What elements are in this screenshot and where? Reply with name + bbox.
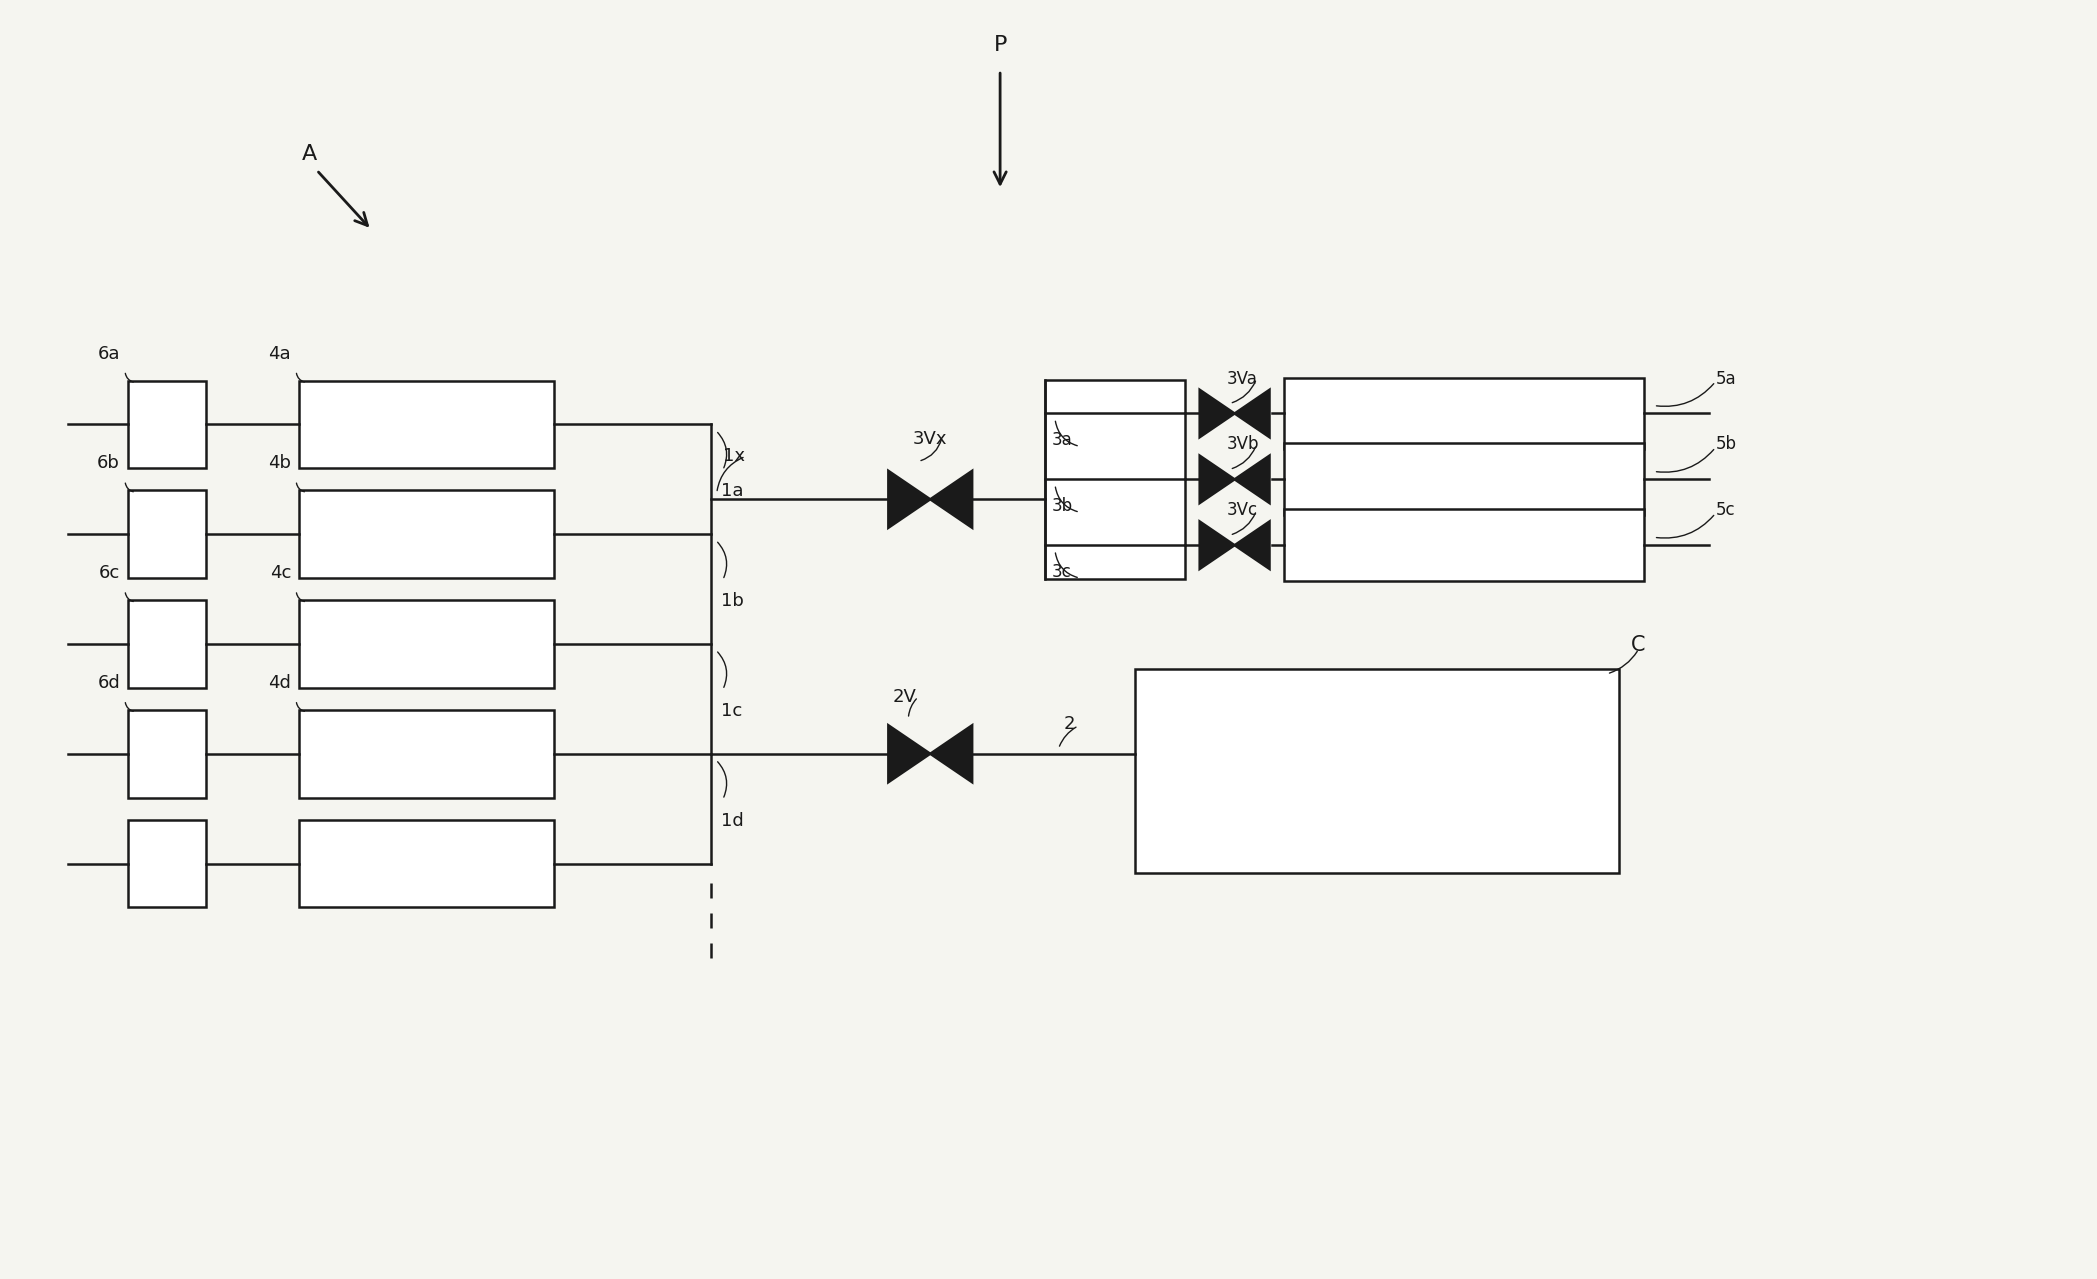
Text: C: C (1631, 634, 1646, 655)
Polygon shape (1235, 455, 1269, 503)
Text: 6b: 6b (96, 454, 120, 472)
Text: 4b: 4b (268, 454, 291, 472)
Text: 4d: 4d (268, 674, 291, 692)
Bar (128, 820, 206, 907)
Bar (300, 490, 554, 578)
Polygon shape (1199, 390, 1235, 437)
Polygon shape (1199, 455, 1235, 503)
Polygon shape (931, 471, 973, 528)
Text: 2: 2 (1063, 715, 1076, 733)
Bar (128, 490, 206, 578)
Text: 2V: 2V (893, 688, 916, 706)
Polygon shape (889, 471, 931, 528)
Text: 6d: 6d (96, 674, 120, 692)
Text: 1a: 1a (721, 482, 742, 500)
Text: 1b: 1b (721, 592, 744, 610)
Polygon shape (889, 725, 931, 783)
Polygon shape (1235, 522, 1269, 569)
Bar (300, 710, 554, 798)
Bar (128, 600, 206, 688)
Text: 5a: 5a (1715, 370, 1736, 388)
Bar (1285, 444, 1644, 515)
Bar (128, 710, 206, 798)
Polygon shape (931, 725, 973, 783)
Text: 4a: 4a (268, 344, 291, 363)
Text: A: A (302, 145, 317, 164)
Text: 3Va: 3Va (1227, 370, 1258, 388)
Bar (300, 820, 554, 907)
Text: 1d: 1d (721, 812, 744, 830)
Bar (300, 381, 554, 468)
Text: 1x: 1x (723, 448, 744, 466)
Text: 4c: 4c (271, 564, 291, 582)
Text: 5c: 5c (1715, 501, 1734, 519)
Text: P: P (994, 36, 1007, 55)
Bar (1134, 669, 1619, 874)
Polygon shape (1235, 390, 1269, 437)
Text: 3Vx: 3Vx (912, 431, 948, 449)
Text: 3Vc: 3Vc (1227, 501, 1258, 519)
Polygon shape (1199, 522, 1235, 569)
Text: 3b: 3b (1053, 498, 1074, 515)
Text: 1c: 1c (721, 702, 742, 720)
Text: 6c: 6c (99, 564, 120, 582)
Text: 6a: 6a (99, 344, 120, 363)
Bar (1285, 509, 1644, 581)
Bar (128, 381, 206, 468)
Text: 5b: 5b (1715, 435, 1736, 454)
Bar (1044, 380, 1185, 579)
Text: 3a: 3a (1053, 431, 1074, 449)
Bar (1285, 377, 1644, 449)
Bar (300, 600, 554, 688)
Text: 3Vb: 3Vb (1227, 435, 1258, 454)
Text: 3c: 3c (1053, 563, 1072, 581)
